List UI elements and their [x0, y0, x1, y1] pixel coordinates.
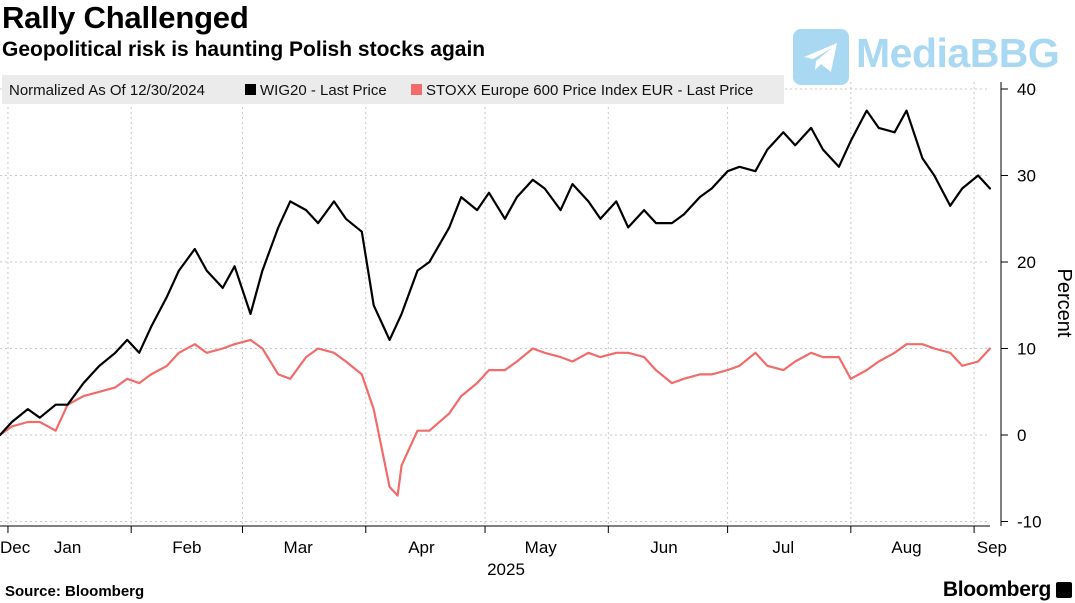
x-tick-label: Jan	[54, 538, 81, 557]
legend: Normalized As Of 12/30/2024 WIG20 - Last…	[2, 75, 784, 104]
series-line-wig20	[0, 109, 992, 437]
y-tick-label: -10	[1017, 513, 1042, 532]
chart-title: Rally Challenged	[2, 0, 249, 35]
legend-label-wig20: WIG20 - Last Price	[260, 82, 387, 99]
x-tick-label: Jun	[650, 538, 677, 557]
legend-background	[2, 75, 784, 104]
y-axis-label: Percent	[1053, 269, 1075, 338]
chart-subtitle: Geopolitical risk is haunting Polish sto…	[2, 38, 486, 61]
x-tick-label: Sep	[977, 538, 1007, 557]
axes	[0, 82, 1002, 527]
x-tick-label: Dec	[0, 538, 31, 557]
legend-swatch-stoxx	[411, 84, 422, 95]
watermark-text: MediaBBG	[856, 30, 1060, 76]
series-line-stoxx	[0, 338, 992, 497]
x-tick-label: Aug	[891, 538, 921, 557]
y-axis-ticks: -10 0 10 20 30 40	[1001, 80, 1042, 532]
y-tick-label: 20	[1017, 253, 1036, 272]
bloomberg-logo: Bloomberg	[942, 578, 1051, 601]
legend-swatch-wig20	[245, 84, 256, 95]
x-tick-label: May	[525, 538, 558, 557]
bloomberg-terminal-icon	[1056, 582, 1072, 598]
x-tick-label: Mar	[284, 538, 314, 557]
legend-label-stoxx: STOXX Europe 600 Price Index EUR - Last …	[426, 82, 753, 99]
y-tick-label: 0	[1017, 426, 1026, 445]
series-lines	[0, 109, 992, 497]
gridlines	[0, 82, 990, 526]
source-note: Source: Bloomberg	[5, 583, 145, 600]
x-axis-ticks: Dec Jan Feb Mar Apr May Jun Jul Aug Sep	[0, 526, 1007, 557]
year-label: 2025	[487, 560, 525, 579]
x-tick-label: Feb	[172, 538, 201, 557]
y-tick-label: 10	[1017, 340, 1036, 359]
x-tick-label: Jul	[772, 538, 794, 557]
x-tick-label: Apr	[408, 538, 435, 557]
y-tick-label: 30	[1017, 167, 1036, 186]
y-tick-label: 40	[1017, 80, 1036, 99]
telegram-plane-icon	[793, 29, 849, 85]
legend-note: Normalized As Of 12/30/2024	[9, 82, 205, 99]
watermark: MediaBBG	[792, 28, 1060, 86]
